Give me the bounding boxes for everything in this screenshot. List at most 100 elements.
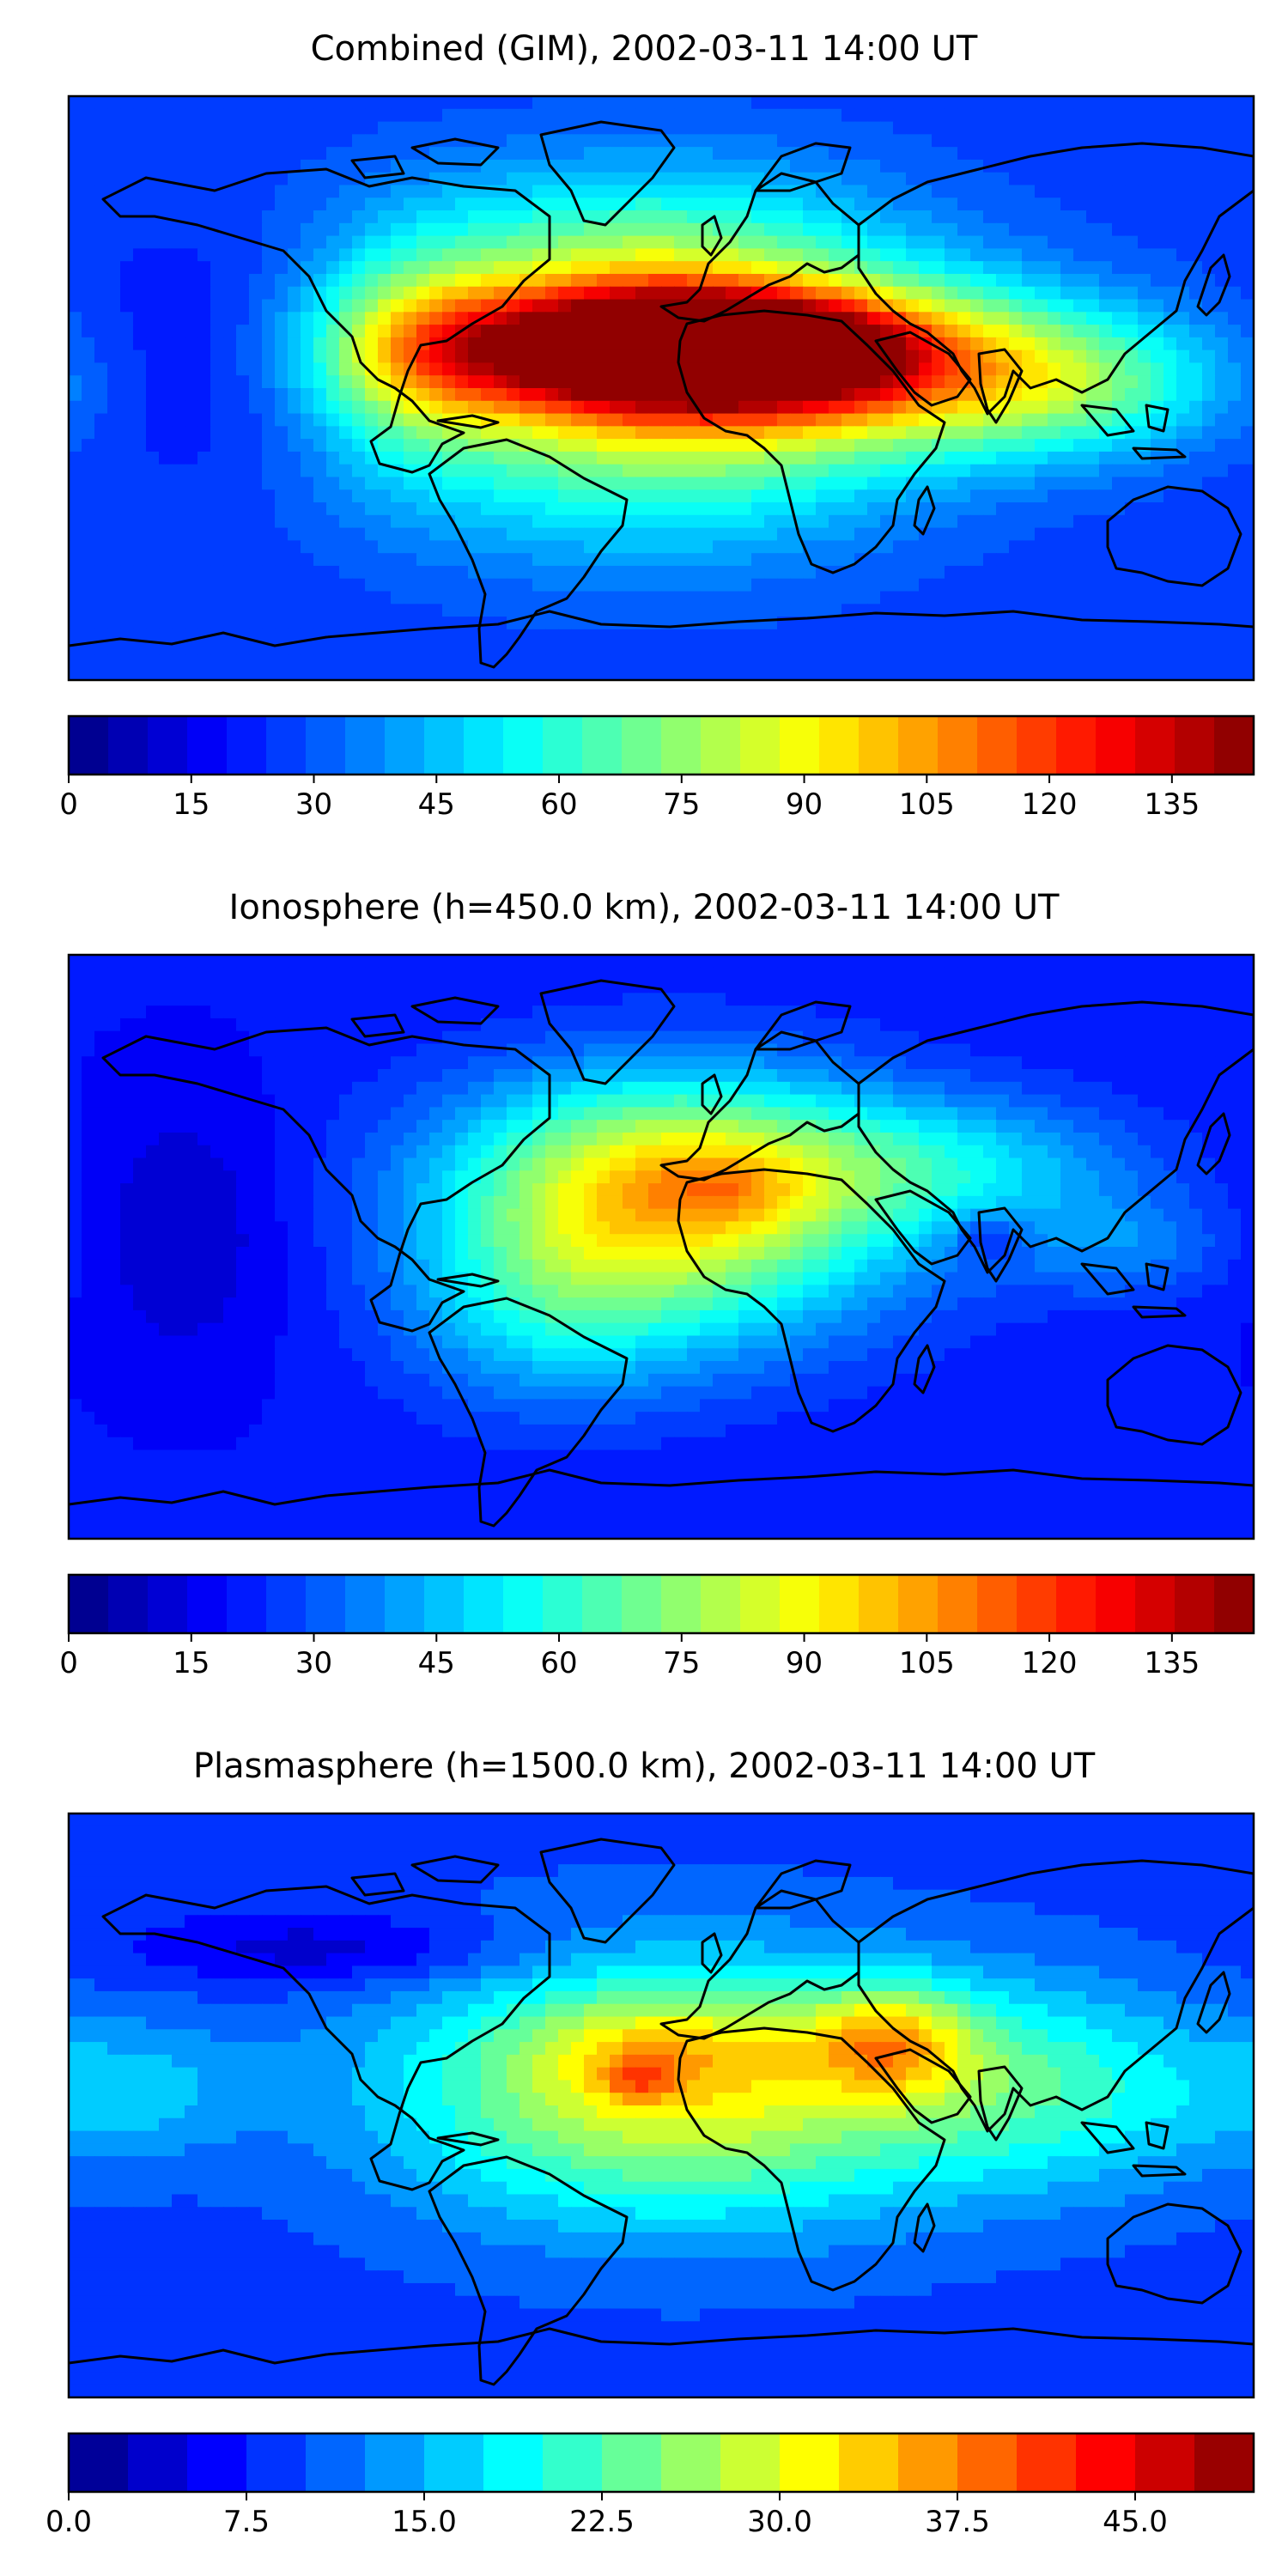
colorbar-tick-label: 45 xyxy=(418,787,455,822)
colorbar-tick-label: 105 xyxy=(899,1646,955,1680)
colorbar-segment xyxy=(622,716,662,775)
value-field xyxy=(69,96,1254,680)
colorbar-segment xyxy=(977,716,1018,775)
map-area xyxy=(67,94,1255,682)
colorbar-segment xyxy=(345,716,386,775)
colorbar-segment xyxy=(69,1575,109,1633)
colorbar-segment xyxy=(1135,2433,1195,2492)
colorbar-segment xyxy=(819,1575,860,1633)
colorbar-segment xyxy=(1175,1575,1215,1633)
colorbar-tick-label: 120 xyxy=(1022,1646,1078,1680)
panel-title: Ionosphere (h=450.0 km), 2002-03-11 14:0… xyxy=(229,888,1060,927)
colorbar-segment xyxy=(1214,716,1255,775)
colorbar-segment xyxy=(780,2433,840,2492)
colorbar-segment xyxy=(602,2433,662,2492)
colorbar-segment xyxy=(701,716,741,775)
colorbar-segment xyxy=(187,716,228,775)
panel-title: Plasmasphere (h=1500.0 km), 2002-03-11 1… xyxy=(193,1747,1096,1786)
colorbar-tick-label: 30 xyxy=(295,787,332,822)
map-panel-1: Combined (GIM), 2002-03-11 14:00 UT 0 15 30… xyxy=(59,29,1255,822)
colorbar-segment xyxy=(740,1575,781,1633)
colorbar-frame xyxy=(67,714,1255,776)
colorbar-segment xyxy=(898,716,939,775)
colorbar-segment xyxy=(780,716,820,775)
colorbar-segment xyxy=(187,1575,228,1633)
colorbar-segment xyxy=(187,2433,247,2492)
colorbar-segment xyxy=(365,2433,425,2492)
colorbar-segment xyxy=(424,1575,465,1633)
colorbar-segment xyxy=(582,1575,623,1633)
colorbar-segment xyxy=(306,1575,346,1633)
colorbar-segment xyxy=(503,1575,544,1633)
colorbar-tick-label: 105 xyxy=(899,787,955,822)
colorbar-tick-label: 7.5 xyxy=(223,2505,270,2539)
colorbar-segment xyxy=(1056,1575,1097,1633)
colorbar-segment xyxy=(385,716,425,775)
colorbar-segment xyxy=(464,1575,504,1633)
map-area xyxy=(67,953,1255,1540)
map-area xyxy=(67,1812,1255,2399)
colorbar-segment xyxy=(266,716,307,775)
colorbar-segment xyxy=(977,1575,1018,1633)
colorbar: 0 15 30 45 60 75 90 105 120 135 xyxy=(59,1573,1255,1680)
map-frame xyxy=(67,1812,1255,2399)
colorbar-frame xyxy=(67,2432,1255,2494)
colorbar-segment xyxy=(128,2433,188,2492)
colorbar-segment xyxy=(720,2433,781,2492)
colorbar-segment xyxy=(898,2433,958,2492)
colorbar-segment xyxy=(859,716,899,775)
colorbar-tick-label: 45 xyxy=(418,1646,455,1680)
colorbar-segment xyxy=(1175,716,1215,775)
colorbar: 0 15 30 45 60 75 90 105 120 135 xyxy=(59,714,1255,822)
colorbar-tick-label: 60 xyxy=(540,1646,577,1680)
colorbar-tick-label: 135 xyxy=(1144,787,1200,822)
colorbar-segment xyxy=(938,1575,978,1633)
colorbar-segment xyxy=(385,1575,425,1633)
colorbar-segment xyxy=(898,1575,939,1633)
colorbar-segment xyxy=(306,2433,366,2492)
value-field xyxy=(69,1814,1254,2397)
colorbar-segment xyxy=(938,716,978,775)
colorbar-frame xyxy=(67,1573,1255,1635)
colorbar-segment xyxy=(859,1575,899,1633)
colorbar-tick-label: 60 xyxy=(540,787,577,822)
colorbar-tick-label: 37.5 xyxy=(925,2505,990,2539)
colorbar-segment xyxy=(1076,2433,1136,2492)
colorbar-segment xyxy=(622,1575,662,1633)
map-frame xyxy=(67,94,1255,682)
colorbar-segment xyxy=(543,2433,603,2492)
colorbar-segment xyxy=(306,716,346,775)
colorbar-tick-label: 45.0 xyxy=(1103,2505,1168,2539)
colorbar-segment xyxy=(819,716,860,775)
colorbar-segment xyxy=(246,2433,307,2492)
colorbar-segment xyxy=(424,2433,484,2492)
colorbar-segment xyxy=(148,716,188,775)
colorbar-segment xyxy=(1056,716,1097,775)
colorbar-segment xyxy=(464,716,504,775)
colorbar-segment xyxy=(266,1575,307,1633)
colorbar-segment xyxy=(1017,1575,1057,1633)
colorbar-tick-label: 0 xyxy=(59,1646,78,1680)
colorbar-segment xyxy=(69,2433,129,2492)
colorbar-segment xyxy=(503,716,544,775)
colorbar-tick-label: 15 xyxy=(173,1646,210,1680)
colorbar-tick-label: 90 xyxy=(786,1646,823,1680)
map-panel-2: Ionosphere (h=450.0 km), 2002-03-11 14:0… xyxy=(59,888,1255,1680)
colorbar-segment xyxy=(227,716,267,775)
colorbar-segment xyxy=(1135,716,1176,775)
colorbar-segment xyxy=(661,1575,702,1633)
colorbar-segment xyxy=(701,1575,741,1633)
colorbar-segment xyxy=(227,1575,267,1633)
colorbar-segment xyxy=(108,716,149,775)
colorbar-tick-label: 30.0 xyxy=(747,2505,812,2539)
colorbar-tick-label: 15 xyxy=(173,787,210,822)
colorbar-segment xyxy=(1096,716,1136,775)
colorbar-segment xyxy=(483,2433,544,2492)
colorbar-segment xyxy=(1214,1575,1255,1633)
colorbar-segment xyxy=(1194,2433,1255,2492)
colorbar-segment xyxy=(839,2433,899,2492)
map-frame xyxy=(67,953,1255,1540)
colorbar-tick-label: 22.5 xyxy=(569,2505,635,2539)
colorbar-segment xyxy=(1135,1575,1176,1633)
